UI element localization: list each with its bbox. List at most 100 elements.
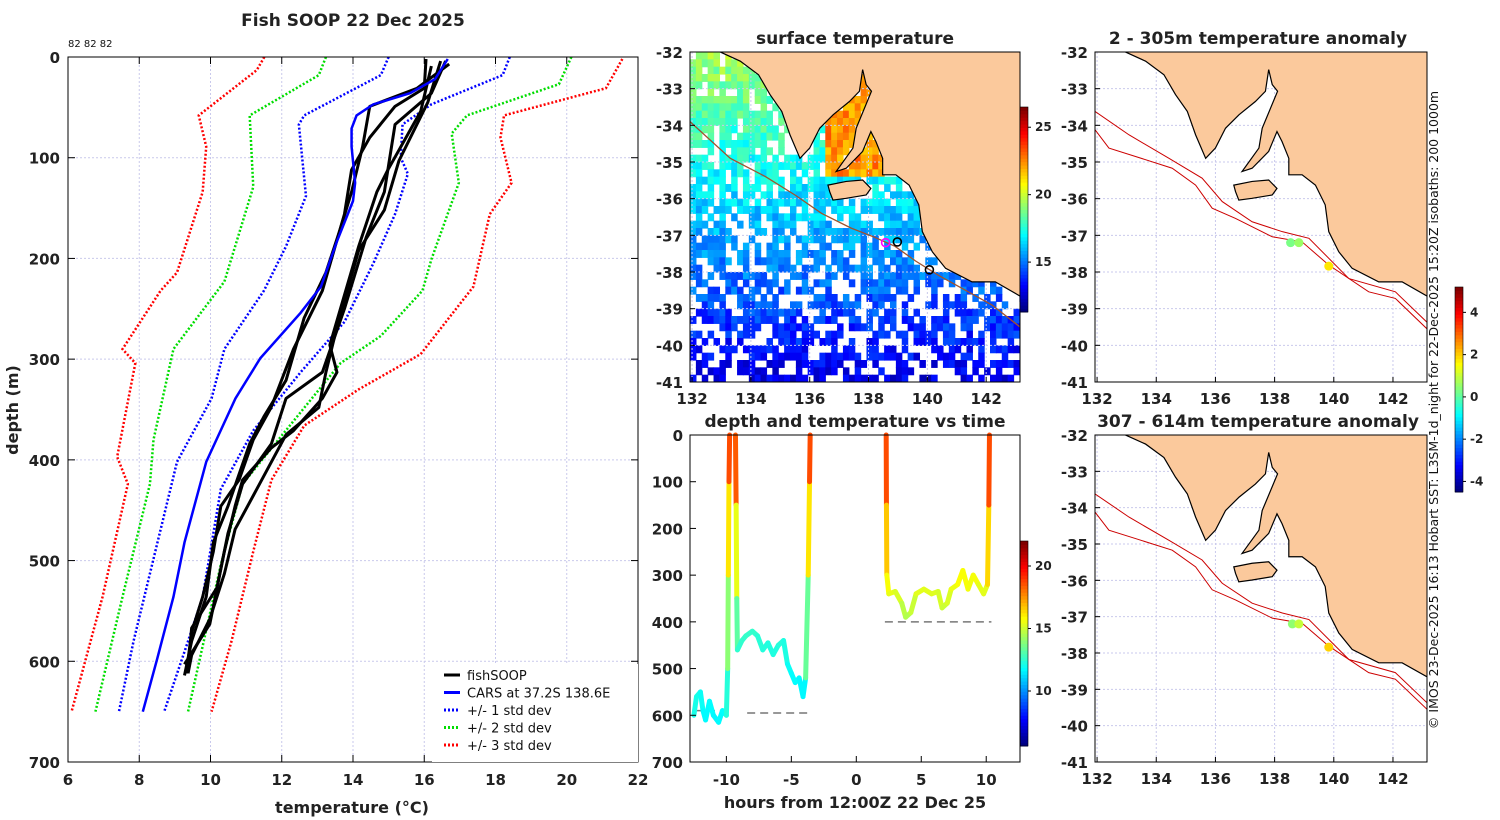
sst-cell (990, 323, 997, 332)
colorbar-segment (1020, 718, 1028, 723)
sst-cell (1007, 345, 1015, 354)
sst-cell (695, 272, 703, 280)
sst-cell (842, 264, 850, 273)
sst-cell (878, 294, 885, 302)
sst-cell (884, 330, 891, 339)
sst-cell (878, 264, 885, 273)
sst-cell (866, 272, 873, 280)
sst-cell (913, 286, 921, 295)
sst-cell (907, 206, 915, 214)
sst-cell (719, 374, 726, 382)
lon-tick-label: 140 (1318, 770, 1349, 788)
std-dev-1-lower-line (117, 56, 390, 712)
sst-cell (866, 374, 873, 382)
sst-cell (701, 301, 709, 310)
std-dev-1-upper-line (163, 56, 511, 713)
colorbar-tick-label: 25 (1035, 120, 1052, 134)
sst-cell (895, 191, 903, 200)
colorbar-segment (1455, 454, 1463, 459)
sst-cell (801, 279, 809, 288)
colorbar-segment (1020, 247, 1028, 251)
sst-cell (913, 228, 921, 236)
sst-cell (890, 191, 897, 200)
sst-cell (748, 81, 756, 90)
sst-cell (742, 242, 750, 251)
sst-cell (742, 330, 750, 339)
sst-cell (766, 264, 773, 273)
colorbar-segment (1455, 324, 1463, 329)
sst-cell (719, 242, 726, 251)
sst-cell (848, 242, 856, 251)
sst-cell (990, 308, 997, 317)
sst-cell (866, 220, 873, 229)
colorbar-segment (1020, 691, 1028, 696)
colorbar-segment (1455, 389, 1463, 394)
sst-cell (754, 257, 762, 266)
sst-cell (825, 316, 832, 324)
sst-cell (778, 286, 785, 295)
sst-cell (737, 169, 744, 178)
sst-cell (748, 220, 756, 229)
sst-cell (825, 228, 832, 236)
sst-cell (901, 374, 909, 382)
sst-cell (707, 176, 715, 185)
sst-cell (825, 272, 832, 280)
sst-cell (790, 345, 797, 354)
sst-cell (766, 206, 773, 214)
sst-cell (819, 360, 826, 368)
sst-cell (766, 191, 773, 200)
x-tick-label: 16 (414, 771, 435, 789)
sst-cell (695, 74, 703, 82)
sst-cell (695, 176, 703, 185)
sst-cell (907, 323, 915, 332)
sst-cell (795, 345, 803, 354)
cast-track-segment (805, 479, 813, 578)
sst-cell (901, 198, 909, 207)
sst-cell (748, 367, 756, 376)
sst-cell (931, 257, 938, 266)
colorbar-segment (1020, 264, 1028, 269)
cast-track-segment (800, 675, 809, 700)
sst-cell (837, 308, 844, 317)
sst-cell (848, 213, 856, 222)
colorbar-segment (1020, 148, 1028, 152)
sst-cell (778, 323, 785, 332)
sst-cell (842, 103, 850, 112)
sst-cell (719, 125, 726, 134)
sst-cell (766, 250, 773, 258)
sst-cell (901, 286, 909, 295)
sst-cell (813, 162, 821, 170)
sst-cell (713, 110, 721, 119)
sst-cell (690, 184, 697, 192)
sst-cell (719, 301, 726, 310)
lat-tick-label: -41 (1061, 374, 1088, 392)
sst-cell (731, 103, 738, 112)
sst-cell (737, 316, 744, 324)
sst-cell (831, 147, 838, 156)
colorbar-segment (1020, 144, 1028, 149)
sst-cell (948, 301, 956, 310)
sst-cell (878, 316, 885, 324)
sst-cell (895, 228, 903, 236)
sst-cell (742, 279, 750, 288)
sst-cell (895, 220, 903, 229)
sst-cell (913, 338, 921, 346)
sst-cell (707, 213, 715, 222)
sst-cell (860, 264, 868, 273)
sst-cell (872, 176, 879, 185)
sst-cell (737, 294, 744, 302)
sst-cell (831, 118, 838, 126)
sst-cell (707, 81, 715, 90)
sst-cell (690, 96, 697, 104)
sst-cell (831, 367, 838, 376)
colorbar-segment (1455, 287, 1463, 291)
time-title: depth and temperature vs time (705, 412, 1006, 432)
sst-cell (795, 367, 803, 376)
sst-cell (748, 140, 756, 148)
y-tick-label: 400 (29, 452, 60, 470)
colorbar-segment (1020, 165, 1028, 169)
lat-tick-label: -32 (1061, 44, 1088, 62)
sst-cell (760, 374, 768, 382)
sst-cell (837, 323, 844, 332)
